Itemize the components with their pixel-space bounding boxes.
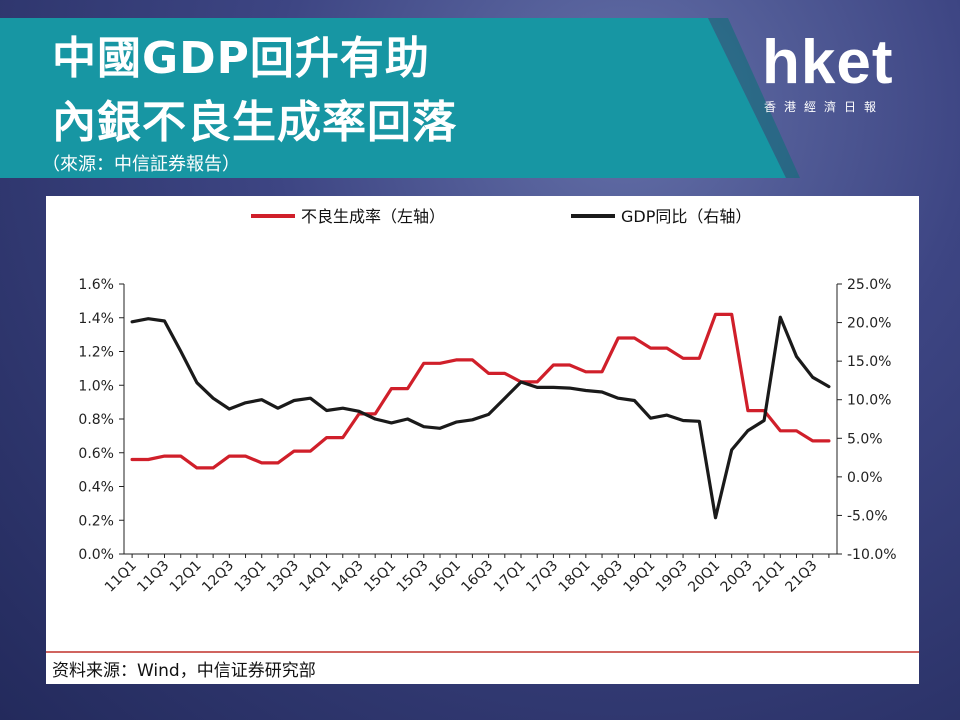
x-tick-label: 18Q3: [588, 558, 626, 596]
right-tick-label: -5.0%: [847, 508, 888, 524]
hket-logo: hket 香港經濟日報: [762, 32, 893, 115]
legend-label-gdp: GDP同比（右轴）: [621, 207, 751, 226]
x-tick-label: 15Q3: [394, 558, 432, 596]
title-line-1: 中國GDP回升有助: [52, 33, 430, 84]
left-tick-label: 1.4%: [78, 311, 114, 327]
npl-rate-line: [130, 312, 831, 470]
x-tick-label: 17Q1: [491, 558, 529, 596]
x-tick-label: 20Q1: [685, 558, 723, 596]
logo-subtitle: 香港經濟日報: [764, 100, 885, 114]
x-tick-label: 21Q1: [750, 558, 788, 596]
right-tick-label: 15.0%: [847, 354, 891, 370]
legend-label-npl: 不良生成率（左轴）: [301, 207, 445, 226]
left-tick-label: 0.4%: [78, 480, 114, 496]
source-note: （來源：中信証券報告）: [42, 154, 240, 175]
x-tick-label: 17Q3: [523, 558, 561, 596]
chart-panel: 0.0% 0.2% 0.4% 0.6% 0.8% 1.0% 1.2% 1.4% 1.6% -10.…: [46, 196, 919, 684]
x-tick-label: 16Q3: [458, 558, 496, 596]
title-line-2: 內銀不良生成率回落: [52, 97, 457, 148]
x-tick-label: 14Q1: [296, 558, 334, 596]
right-tick-label: 0.0%: [847, 470, 883, 486]
left-tick-label: 0.8%: [78, 412, 114, 428]
x-tick-label: 12Q1: [167, 558, 205, 596]
x-tick-label: 16Q1: [426, 558, 464, 596]
x-tick-label: 15Q1: [361, 558, 399, 596]
title-banner: [0, 18, 800, 178]
left-tick-label: 0.0%: [78, 547, 114, 563]
x-tick-label: 20Q3: [718, 558, 756, 596]
x-tick-label: 13Q1: [232, 558, 270, 596]
x-tick-label: 18Q1: [556, 558, 594, 596]
gdp-yoy-line: [130, 315, 831, 520]
series-layer: [130, 312, 831, 520]
left-tick-label: 1.2%: [78, 345, 114, 361]
right-tick-label: 5.0%: [847, 431, 883, 447]
line-chart: 0.0% 0.2% 0.4% 0.6% 0.8% 1.0% 1.2% 1.4% 1.6% -10.…: [46, 207, 919, 653]
right-tick-label: 25.0%: [847, 277, 891, 293]
x-tick-label: 19Q3: [653, 558, 691, 596]
legend: 不良生成率（左轴） GDP同比（右轴）: [251, 207, 751, 226]
left-tick-label: 0.6%: [78, 446, 114, 462]
x-tick-label: 11Q1: [102, 558, 140, 596]
footer-source: 资料来源：Wind，中信证券研究部: [52, 661, 316, 681]
x-tick-label: 13Q3: [264, 558, 302, 596]
logo-wordmark: hket: [762, 28, 894, 97]
left-tick-label: 1.0%: [78, 378, 114, 394]
axes-layer: 0.0% 0.2% 0.4% 0.6% 0.8% 1.0% 1.2% 1.4% 1.6% -10.…: [78, 277, 896, 596]
x-tick-label: 11Q3: [134, 558, 172, 596]
left-tick-label: 0.2%: [78, 513, 114, 529]
left-tick-label: 1.6%: [78, 277, 114, 293]
right-tick-label: -10.0%: [847, 547, 897, 563]
right-tick-label: 20.0%: [847, 316, 891, 332]
x-tick-label: 19Q1: [620, 558, 658, 596]
x-tick-label: 12Q3: [199, 558, 237, 596]
x-tick-label: 21Q3: [783, 558, 821, 596]
right-tick-label: 10.0%: [847, 393, 891, 409]
x-tick-label: 14Q3: [329, 558, 367, 596]
